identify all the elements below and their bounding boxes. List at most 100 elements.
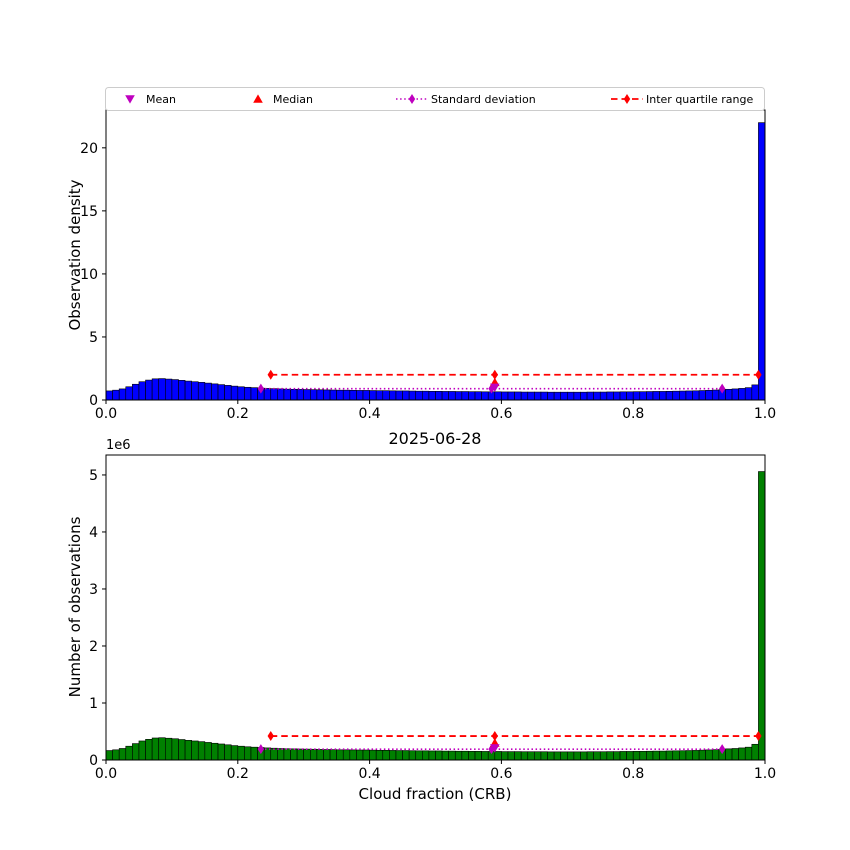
histogram-bar bbox=[619, 751, 627, 761]
histogram-bar bbox=[277, 388, 285, 401]
histogram-bar bbox=[652, 391, 660, 401]
histogram-bar bbox=[560, 391, 568, 401]
histogram-bar bbox=[230, 385, 239, 401]
y-tick-label: 20 bbox=[80, 141, 98, 157]
histogram-bar bbox=[375, 750, 384, 761]
y-axis-label-top: Observation density bbox=[66, 179, 84, 330]
axes-frame bbox=[105, 454, 766, 761]
histogram-bar bbox=[138, 740, 146, 761]
x-axis-label: Cloud fraction (CRB) bbox=[359, 785, 512, 803]
histogram-bar bbox=[296, 389, 304, 401]
histogram-bar bbox=[230, 745, 239, 761]
histogram-bar bbox=[309, 748, 318, 761]
histogram-bar bbox=[435, 750, 443, 761]
histogram-bar bbox=[362, 749, 370, 761]
histogram-bar bbox=[547, 751, 555, 761]
histogram-bar bbox=[481, 751, 489, 761]
histogram-bar bbox=[336, 749, 344, 761]
histogram-bar bbox=[217, 384, 225, 401]
histogram-bar bbox=[197, 741, 206, 761]
histogram-bar bbox=[652, 750, 660, 761]
histogram-bar bbox=[593, 391, 601, 401]
histogram-bar bbox=[632, 751, 641, 761]
histogram-bar bbox=[527, 391, 535, 401]
histogram-bar bbox=[698, 390, 706, 401]
histogram-bar bbox=[224, 385, 232, 401]
iqr-diamond-marker bbox=[267, 731, 274, 742]
histogram-bar bbox=[468, 391, 476, 401]
histogram-bar bbox=[342, 749, 351, 761]
histogram-bar bbox=[744, 387, 753, 401]
histogram-bar bbox=[369, 749, 377, 761]
histogram-bar bbox=[514, 751, 522, 761]
x-tick-label: 0.6 bbox=[490, 406, 512, 422]
histogram-bar bbox=[270, 747, 278, 761]
x-tick-label: 0.2 bbox=[227, 406, 249, 422]
legend-label: Inter quartile range bbox=[646, 93, 753, 106]
histogram-bar bbox=[738, 388, 746, 401]
histogram-bar bbox=[237, 386, 245, 401]
legend-diamond-icon bbox=[623, 94, 631, 104]
histogram-bar bbox=[494, 391, 502, 401]
histogram-bar bbox=[698, 749, 706, 761]
histogram-bar bbox=[639, 391, 647, 401]
histogram-bar bbox=[415, 390, 423, 401]
histogram-bar bbox=[191, 381, 199, 401]
histogram-bar bbox=[428, 390, 436, 401]
histogram-bar bbox=[323, 749, 331, 761]
y-tick-label: 2 bbox=[89, 639, 98, 655]
std-diamond-marker bbox=[257, 744, 265, 755]
histogram-bar bbox=[711, 389, 720, 401]
histogram-bar bbox=[197, 382, 206, 401]
histogram-bar bbox=[441, 391, 449, 401]
legend-frame bbox=[105, 87, 765, 111]
histogram-bar bbox=[435, 390, 443, 401]
histogram-bar bbox=[105, 390, 113, 401]
histogram-bar bbox=[679, 390, 687, 401]
histogram-bar bbox=[560, 751, 568, 761]
histogram-bar bbox=[586, 391, 594, 401]
histogram-bar bbox=[375, 390, 384, 401]
histogram-bar bbox=[540, 751, 548, 761]
histogram-bar bbox=[244, 746, 252, 761]
histogram-bar bbox=[599, 391, 608, 401]
histogram-bar bbox=[646, 391, 654, 401]
histogram-bar bbox=[349, 389, 357, 401]
y-tick-label: 3 bbox=[89, 582, 98, 598]
histogram-bar bbox=[731, 748, 739, 761]
histogram-bar bbox=[441, 750, 449, 761]
histogram-bar bbox=[758, 122, 766, 401]
histogram-bar bbox=[244, 386, 252, 401]
histogram-bar bbox=[534, 751, 542, 761]
histogram-bar bbox=[224, 744, 232, 761]
histogram-bar bbox=[415, 750, 423, 761]
histogram-bar bbox=[408, 750, 417, 761]
histogram-bar bbox=[738, 747, 746, 761]
histogram-bar bbox=[178, 380, 186, 401]
histogram-bar bbox=[685, 750, 693, 761]
histogram-bar bbox=[329, 389, 337, 401]
plot-title: 2025-06-28 bbox=[389, 429, 482, 448]
histogram-bar bbox=[659, 391, 667, 401]
histogram-bar bbox=[632, 391, 641, 401]
histogram-bar bbox=[309, 389, 318, 401]
histogram-bar bbox=[118, 748, 127, 761]
y-tick-label: 10 bbox=[80, 267, 98, 283]
histogram-bar bbox=[692, 390, 700, 401]
histogram-bar bbox=[362, 390, 370, 401]
histogram-bar bbox=[540, 391, 548, 401]
histogram-bar bbox=[263, 388, 272, 401]
histogram-bar bbox=[408, 390, 417, 401]
histogram-bar bbox=[613, 391, 621, 401]
histogram-bar bbox=[659, 750, 667, 761]
histogram-bar bbox=[758, 471, 766, 761]
histogram-bar bbox=[665, 390, 674, 401]
histogram-bar bbox=[422, 750, 430, 761]
histogram-bar bbox=[514, 391, 522, 401]
histogram-bar bbox=[138, 381, 146, 401]
axes-1: 0.0 0.2 0.4 0.6 0.8 1.0 0 1 2 3 4 5 bbox=[89, 454, 776, 782]
histogram-bar bbox=[593, 751, 601, 761]
histogram-bar bbox=[692, 750, 700, 761]
histogram-bar bbox=[705, 749, 713, 761]
